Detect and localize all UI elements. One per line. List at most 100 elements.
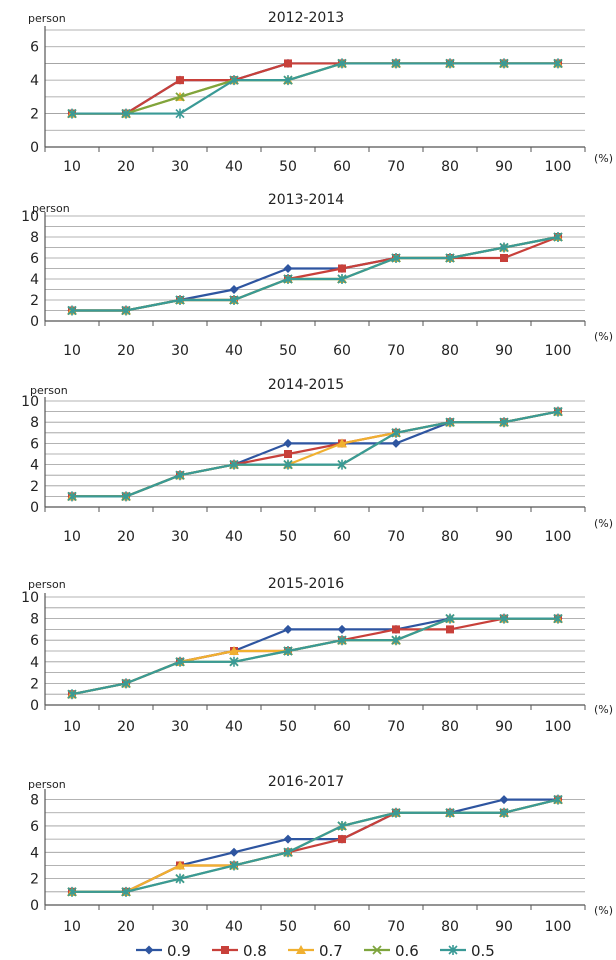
x-tick-label: 50 bbox=[279, 529, 297, 545]
legend-label: 0.9 bbox=[167, 942, 191, 960]
data-point bbox=[67, 689, 77, 700]
data-point bbox=[445, 58, 455, 69]
data-point bbox=[499, 795, 509, 805]
data-point bbox=[499, 613, 509, 624]
y-axis-label: person bbox=[30, 384, 68, 397]
y-tick-label: 0 bbox=[30, 698, 39, 714]
x-tick-label: 40 bbox=[225, 343, 243, 359]
data-point bbox=[500, 254, 508, 262]
data-point bbox=[229, 295, 239, 305]
data-point bbox=[283, 75, 293, 86]
data-point bbox=[67, 491, 77, 502]
chart-title: 2013-2014 bbox=[268, 192, 344, 208]
x-tick-label: 100 bbox=[545, 529, 572, 545]
data-point bbox=[121, 886, 131, 897]
legend-entry-0.7: 0.7 bbox=[288, 942, 343, 960]
y-tick-label: 4 bbox=[30, 845, 39, 861]
data-point bbox=[337, 274, 347, 284]
x-tick-label: 70 bbox=[387, 719, 405, 735]
data-point bbox=[338, 835, 346, 844]
x-tick-label: 30 bbox=[171, 919, 189, 935]
data-point bbox=[499, 417, 509, 428]
series-line bbox=[72, 798, 559, 893]
legend-marker bbox=[221, 946, 229, 954]
data-point bbox=[229, 656, 239, 667]
x-tick-label: 90 bbox=[495, 529, 513, 545]
x-tick-label: 50 bbox=[279, 343, 297, 359]
data-point bbox=[175, 92, 185, 102]
data-point bbox=[553, 406, 563, 417]
chart-title: 2014-2015 bbox=[268, 377, 344, 393]
data-point bbox=[175, 470, 185, 481]
data-point bbox=[284, 59, 292, 68]
data-point bbox=[176, 76, 184, 85]
data-point bbox=[175, 656, 185, 667]
x-tick-label: 90 bbox=[495, 343, 513, 359]
y-tick-label: 4 bbox=[30, 73, 39, 89]
data-point bbox=[229, 75, 239, 86]
legend-marker bbox=[296, 945, 306, 954]
y-tick-label: 10 bbox=[21, 394, 39, 410]
chart-title: 2012-2013 bbox=[268, 10, 344, 26]
x-tick-label: 30 bbox=[171, 719, 189, 735]
data-point bbox=[283, 624, 293, 634]
data-point bbox=[445, 417, 455, 428]
series-0.5 bbox=[67, 794, 563, 897]
data-point bbox=[283, 264, 293, 273]
data-point bbox=[445, 807, 455, 818]
y-tick-label: 8 bbox=[30, 230, 39, 246]
data-point bbox=[229, 646, 239, 655]
x-axis-unit: (%) bbox=[594, 703, 613, 716]
legend-marker bbox=[448, 945, 458, 955]
data-point bbox=[121, 108, 131, 119]
x-tick-label: 30 bbox=[171, 343, 189, 359]
legend-label: 0.5 bbox=[471, 942, 495, 960]
y-tick-label: 4 bbox=[30, 458, 39, 474]
data-point bbox=[283, 646, 293, 656]
y-tick-label: 6 bbox=[30, 819, 39, 835]
x-tick-label: 80 bbox=[441, 919, 459, 935]
data-point bbox=[446, 625, 454, 634]
data-point bbox=[67, 305, 77, 316]
x-tick-label: 90 bbox=[495, 719, 513, 735]
data-point bbox=[121, 678, 131, 689]
x-tick-label: 10 bbox=[63, 159, 81, 175]
x-tick-label: 70 bbox=[387, 159, 405, 175]
x-axis-unit: (%) bbox=[594, 152, 613, 165]
x-tick-label: 80 bbox=[441, 529, 459, 545]
x-tick-label: 50 bbox=[279, 719, 297, 735]
data-point bbox=[391, 58, 401, 69]
legend-label: 0.8 bbox=[243, 942, 267, 960]
series-line bbox=[72, 410, 559, 498]
data-point bbox=[337, 635, 347, 646]
chart-panel-2012-2013: 2012-2013 person (%) 0 2 4 6 10 20 30 40 50 60 70 8… bbox=[28, 10, 613, 175]
legend-entry-0.8: 0.8 bbox=[212, 942, 267, 960]
x-tick-label: 80 bbox=[441, 719, 459, 735]
x-tick-label: 90 bbox=[495, 159, 513, 175]
y-tick-label: 10 bbox=[21, 209, 39, 225]
data-point bbox=[284, 450, 292, 458]
legend-label: 0.7 bbox=[319, 942, 343, 960]
data-point bbox=[553, 58, 563, 69]
data-point bbox=[391, 438, 401, 448]
x-tick-label: 50 bbox=[279, 159, 297, 175]
x-tick-label: 60 bbox=[333, 919, 351, 935]
y-tick-label: 6 bbox=[30, 40, 39, 56]
y-tick-label: 6 bbox=[30, 251, 39, 267]
x-tick-label: 20 bbox=[117, 159, 135, 175]
data-point bbox=[283, 834, 293, 844]
x-tick-label: 70 bbox=[387, 343, 405, 359]
x-tick-label: 60 bbox=[333, 343, 351, 359]
series-line bbox=[72, 235, 559, 312]
legend-entry-0.9: 0.9 bbox=[136, 942, 191, 960]
data-point bbox=[283, 847, 293, 858]
x-axis-unit: (%) bbox=[594, 904, 613, 917]
chart-panel-2014-2015: 2014-2015 person (%) 0 2 4 6 8 10 10 20 30 40 50 60… bbox=[21, 377, 613, 545]
x-tick-label: 20 bbox=[117, 529, 135, 545]
data-point bbox=[391, 635, 401, 646]
y-tick-label: 4 bbox=[30, 655, 39, 671]
x-tick-label: 100 bbox=[545, 343, 572, 359]
legend-entry-0.6: 0.6 bbox=[364, 942, 419, 960]
data-point bbox=[175, 295, 185, 305]
